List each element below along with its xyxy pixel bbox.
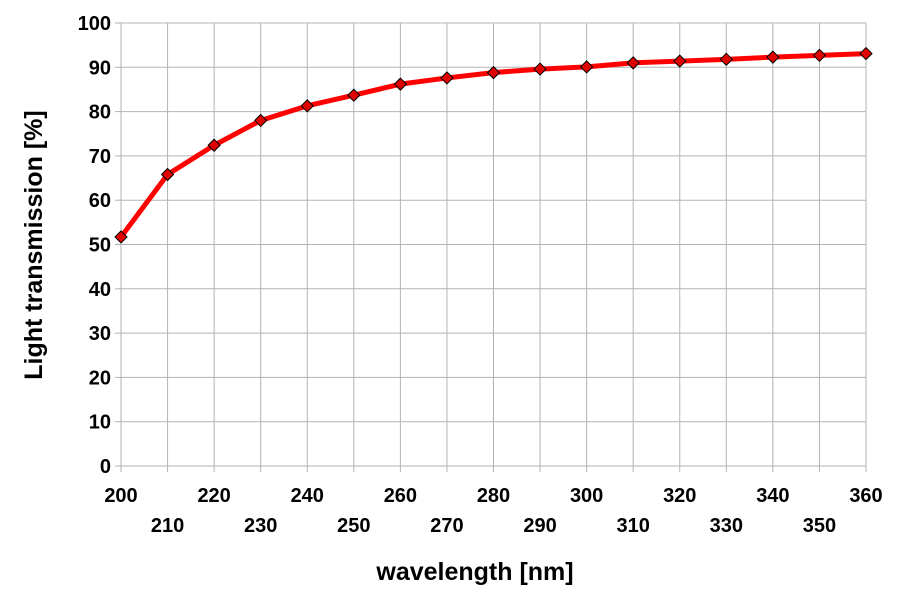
- data-point: [393, 77, 408, 91]
- x-tick-label: 200: [104, 485, 137, 507]
- x-tick-label: 320: [663, 485, 696, 507]
- x-tick-label: 330: [710, 515, 743, 537]
- data-point: [766, 50, 780, 64]
- x-tick-label: 360: [849, 485, 882, 507]
- markers: [114, 46, 873, 244]
- x-tick-label: 250: [337, 515, 370, 537]
- y-tick-label: 80: [89, 102, 111, 124]
- y-tick-label: 70: [89, 146, 111, 168]
- x-tick-label: 340: [756, 485, 789, 507]
- x-tick-label: 220: [197, 485, 230, 507]
- y-tick-label: 0: [100, 456, 111, 478]
- data-point: [114, 230, 128, 244]
- x-tick-label: 240: [291, 485, 324, 507]
- x-tick-label: 230: [244, 515, 277, 537]
- data-point: [300, 99, 314, 113]
- y-tick-label: 90: [89, 57, 111, 79]
- x-tick-label: 210: [151, 515, 184, 537]
- gridlines: [120, 22, 867, 467]
- x-tick-label: 300: [570, 485, 603, 507]
- x-tick-label: 280: [477, 485, 510, 507]
- x-tick-label: 260: [384, 485, 417, 507]
- y-tick-label: 40: [89, 279, 111, 301]
- data-point: [859, 46, 873, 61]
- data-point: [486, 65, 501, 80]
- data-point: [719, 52, 734, 67]
- x-axis-title: wavelength [nm]: [375, 558, 573, 586]
- data-point: [579, 60, 594, 74]
- x-tick-label: 310: [617, 515, 650, 537]
- data-point: [626, 56, 640, 70]
- y-tick-label: 100: [78, 13, 111, 35]
- data-point: [812, 48, 827, 63]
- data-point: [673, 54, 687, 68]
- plot-border: [120, 22, 867, 467]
- x-tick-label: 350: [803, 515, 836, 537]
- y-tick-label: 30: [89, 323, 111, 345]
- data-point: [207, 138, 221, 152]
- y-tick-label: 60: [89, 190, 111, 212]
- data-point: [533, 62, 547, 76]
- y-tick-label: 10: [89, 412, 111, 434]
- y-axis-title: Light transmission [%]: [20, 110, 48, 379]
- data-point: [440, 71, 454, 85]
- tick-labels: 0 10 20 30 40 50 60 70 80 90 100 200 210 220 230 240 250…: [78, 13, 883, 537]
- axes: [115, 22, 867, 472]
- x-tick-label: 290: [523, 515, 556, 537]
- y-tick-label: 20: [89, 367, 111, 389]
- data-point: [253, 113, 268, 128]
- x-tick-label: 270: [430, 515, 463, 537]
- y-tick-label: 50: [89, 235, 111, 257]
- data-point: [160, 167, 175, 182]
- data-point: [347, 88, 361, 102]
